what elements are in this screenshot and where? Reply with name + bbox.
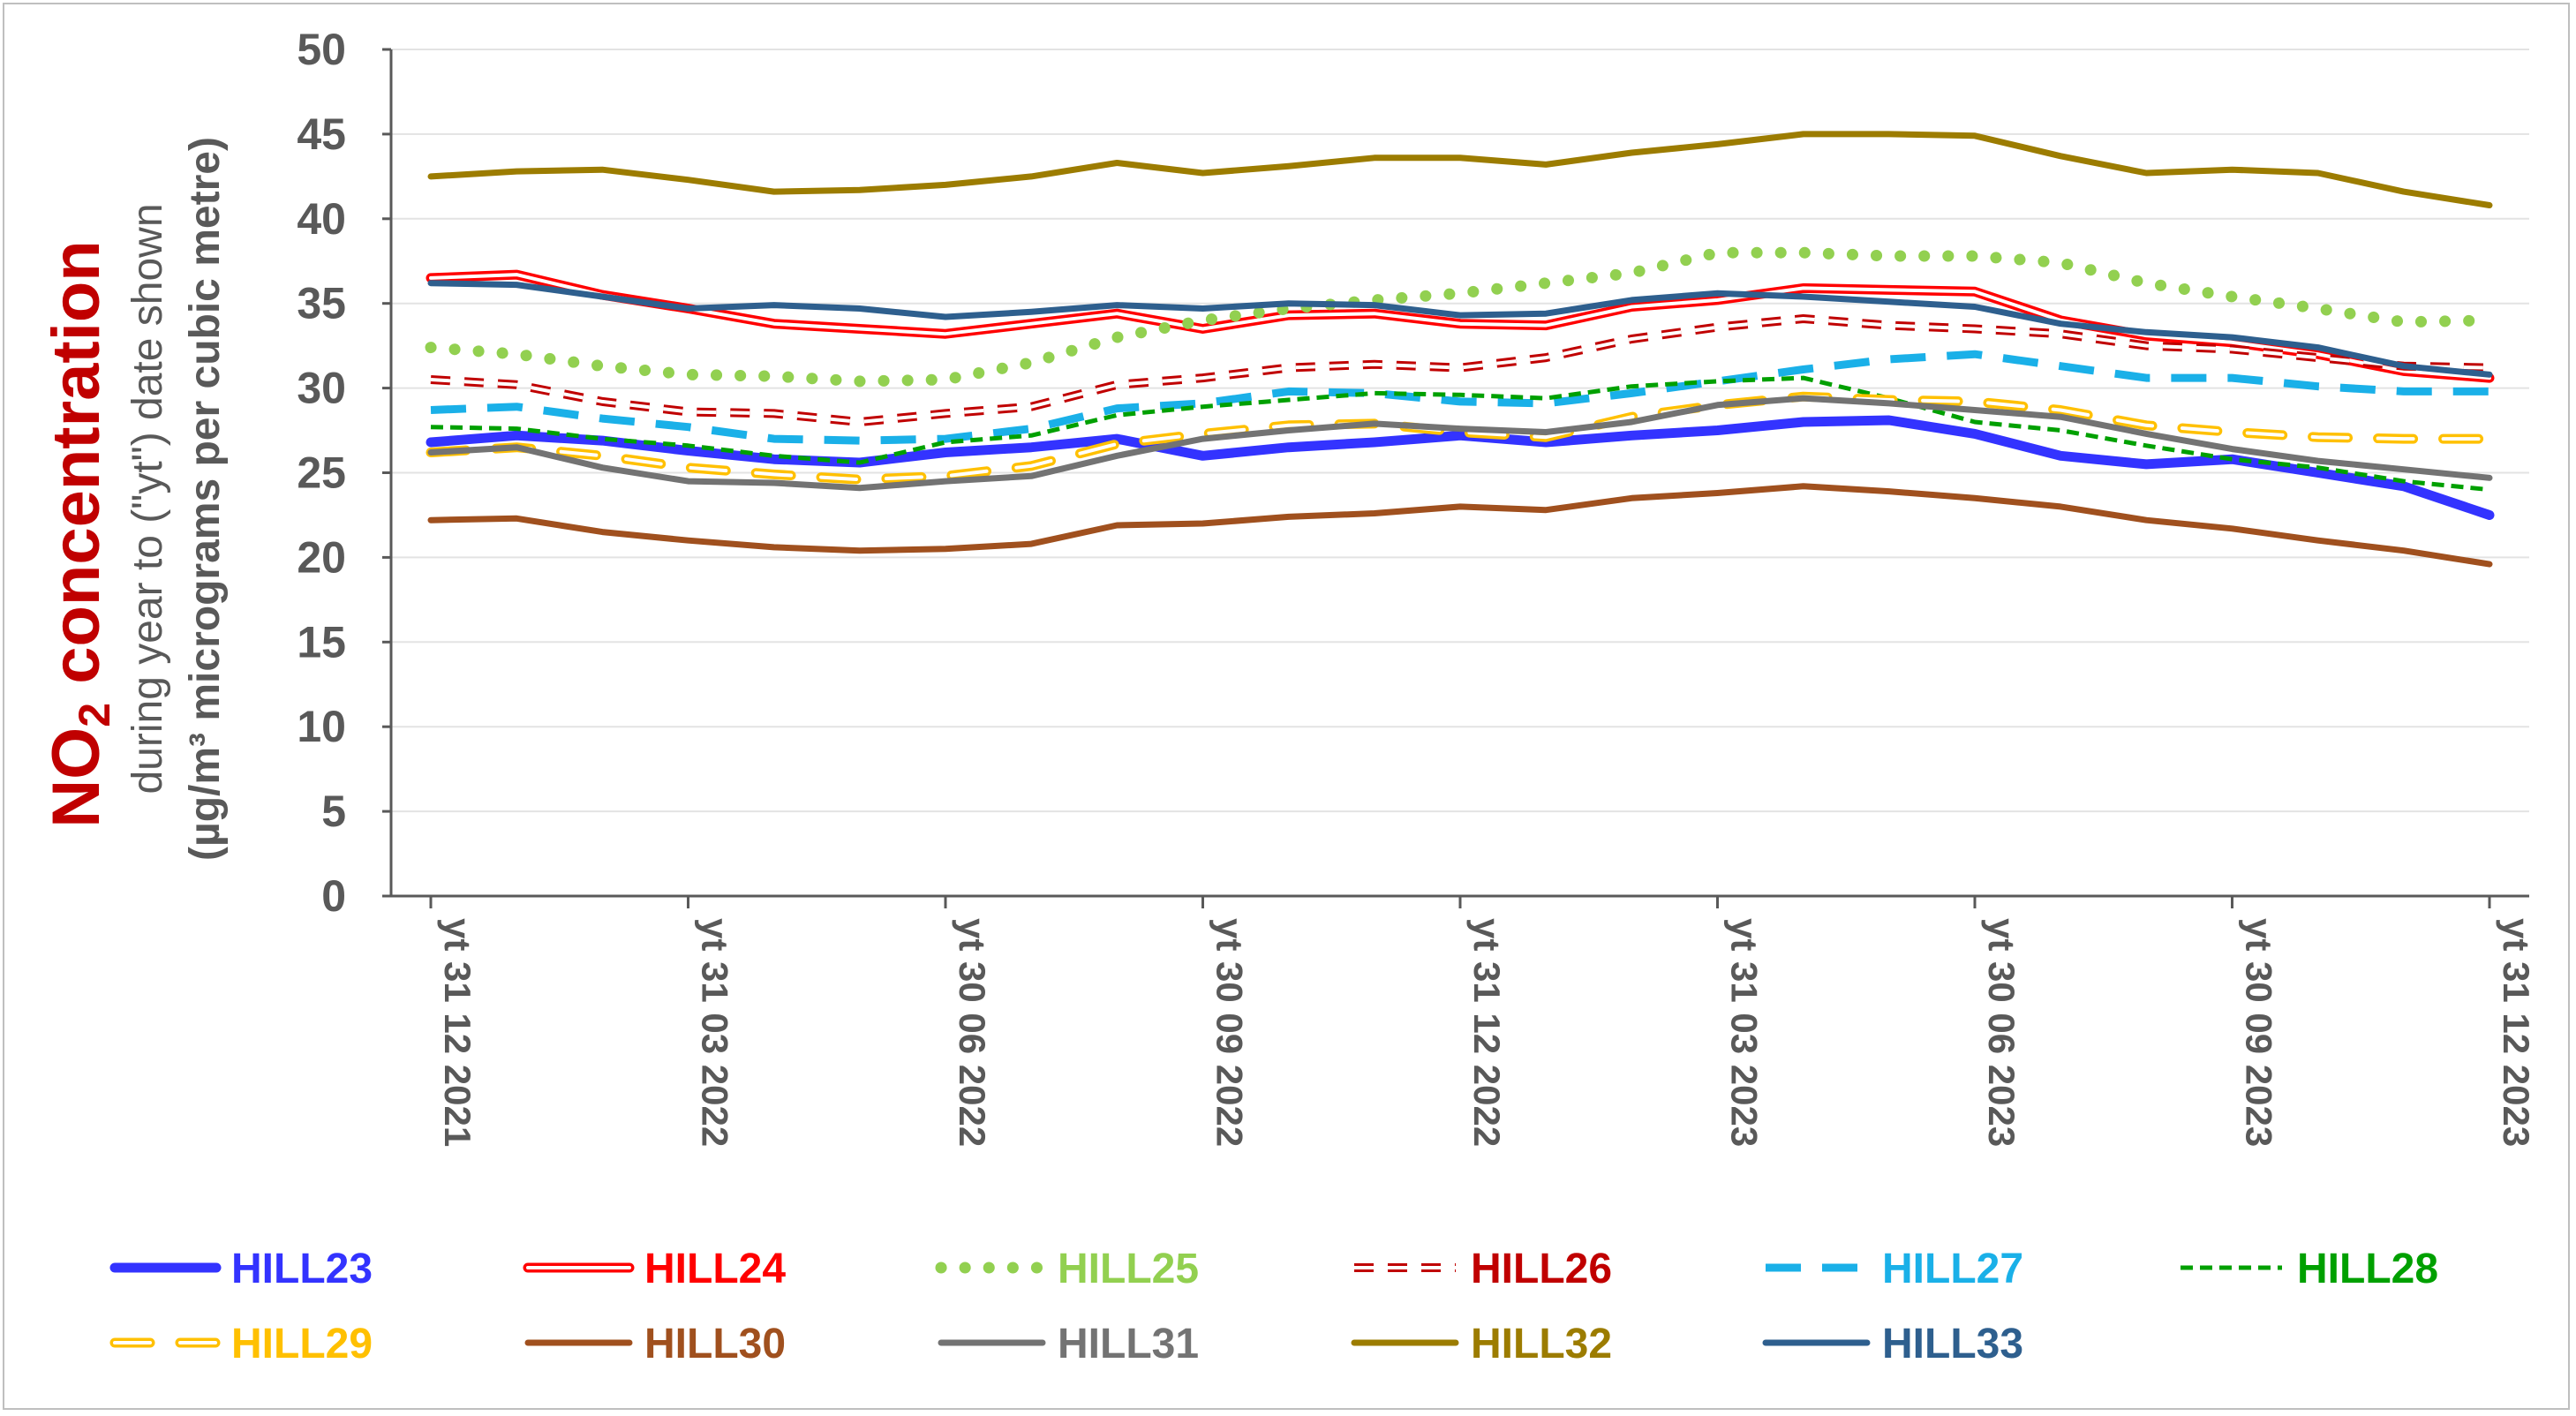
series-line-hill29-stroke: [429, 395, 2491, 482]
y-tick-label: 5: [321, 787, 346, 836]
legend-item-hill30: HILL30: [524, 1321, 786, 1367]
legend-label: HILL31: [1058, 1321, 1199, 1367]
series-line-hill32: [427, 131, 2493, 208]
y-tick-label: 20: [297, 532, 346, 582]
x-tick-label: yt 31 12 2021: [437, 918, 478, 1147]
chart-frame: [3, 3, 2570, 1410]
x-tick-label: yt 30 06 2022: [952, 918, 993, 1147]
y-axis-title-line3: (µg/m³ micrograms per cubic metre): [182, 137, 229, 861]
y-tick-label: 25: [297, 448, 346, 498]
series-line-hill33-stroke: [427, 280, 2493, 378]
y-axis-title: NO2 concentration during year to ("yt") …: [39, 137, 229, 861]
series-line-hill33: [427, 280, 2493, 378]
legend-label: HILL30: [644, 1321, 786, 1367]
legend-item-hill29: HILL29: [109, 1321, 373, 1367]
series-line-hill31-stroke: [427, 395, 2493, 492]
gridlines: [391, 49, 2529, 813]
y-tick-label: 10: [297, 702, 346, 751]
x-tick-label: yt 31 12 2022: [1466, 918, 1508, 1147]
legend-label: HILL28: [2297, 1246, 2438, 1292]
series-line-hill24: [426, 269, 2495, 383]
legend-label: HILL23: [231, 1246, 373, 1292]
legend-item-hill32: HILL32: [1351, 1321, 1612, 1367]
legend-label: HILL32: [1471, 1321, 1612, 1367]
y-tick-label: 0: [321, 871, 346, 921]
series-line-hill28: [430, 375, 2490, 493]
x-tick-label: yt 30 06 2023: [1981, 918, 2022, 1147]
y-tick-label: 15: [297, 617, 346, 667]
legend-label: HILL24: [644, 1246, 786, 1292]
series-line-hill32-stroke: [427, 131, 2493, 208]
legend: HILL23 HILL24 HILL25 HILL26 HILL27 HILL28 HILL…: [109, 1246, 2438, 1367]
legend-label: HILL33: [1882, 1321, 2023, 1367]
x-tick-label: yt 31 03 2023: [1724, 918, 1766, 1147]
x-tick-label: yt 30 09 2022: [1209, 918, 1251, 1147]
legend-label: HILL25: [1058, 1246, 1199, 1292]
series-line-hill23: [426, 415, 2495, 520]
legend-item-hill28: HILL28: [2181, 1246, 2438, 1292]
y-axis-title-main: NO2 concentration: [39, 240, 119, 827]
series-line-hill30: [427, 483, 2493, 568]
legend-label: HILL26: [1471, 1246, 1612, 1292]
legend-item-hill33: HILL33: [1762, 1321, 2023, 1367]
y-tick-label: 40: [297, 194, 346, 244]
series-line-hill30-stroke: [427, 483, 2493, 568]
series-line-hill27: [430, 350, 2489, 445]
series-line-hill29: [426, 391, 2495, 485]
series-lines: [425, 131, 2496, 568]
legend-label: HILL29: [231, 1321, 373, 1367]
y-tick-label: 50: [297, 25, 346, 74]
legend-item-hill31: HILL31: [938, 1321, 1199, 1367]
series-line-hill31: [427, 395, 2493, 492]
axes: [382, 48, 2529, 908]
legend-item-hill26: HILL26: [1354, 1246, 1612, 1292]
x-tick-labels: yt 31 12 2021 yt 31 03 2022 yt 30 06 2022 y…: [437, 918, 2537, 1147]
x-tick-label: yt 31 12 2023: [2496, 918, 2537, 1147]
series-line-hill28-stroke: [430, 375, 2490, 493]
x-tick-label: yt 31 03 2022: [695, 918, 736, 1147]
legend-item-hill27: HILL27: [1766, 1246, 2023, 1292]
series-line-hill24-stroke: [429, 273, 2491, 380]
y-axis-title-line2: during year to ("yt") date shown: [124, 203, 171, 794]
series-line-hill27-stroke: [430, 350, 2489, 445]
y-tick-label: 30: [297, 364, 346, 413]
series-line-hill26: [430, 314, 2490, 426]
y-tick-label: 45: [297, 109, 346, 159]
x-tick-label: yt 30 09 2023: [2239, 918, 2280, 1147]
y-tick-label: 35: [297, 279, 346, 328]
legend-label: HILL27: [1882, 1246, 2023, 1292]
y-tick-labels: 0 5 10 15 20 25 30 35 40 45 50: [297, 25, 346, 921]
legend-item-hill25: HILL25: [935, 1246, 1199, 1292]
series-line-hill26-stroke: [430, 317, 2490, 424]
legend-item-hill23: HILL23: [109, 1246, 373, 1292]
series-line-hill23-stroke: [426, 415, 2495, 520]
legend-item-hill24: HILL24: [523, 1246, 786, 1292]
